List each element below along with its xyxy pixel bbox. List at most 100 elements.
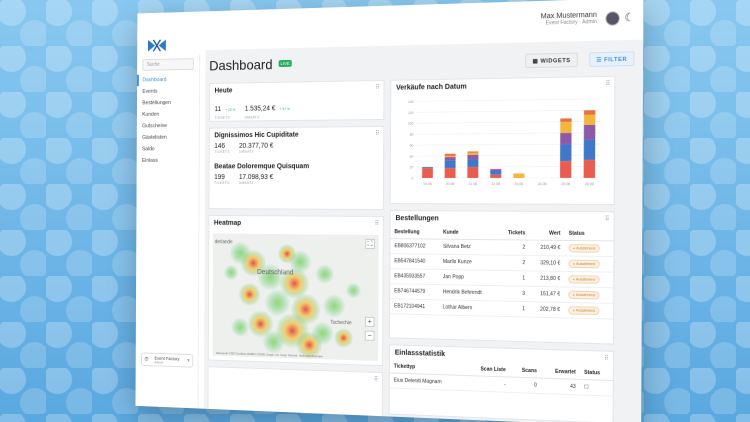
col-header[interactable]: Scans	[509, 364, 542, 379]
customer-name: Hendrik Behrendt	[438, 284, 498, 302]
bar-segment[interactable]	[560, 118, 572, 122]
tickettyp: Eius Deleniti Magnam	[389, 372, 466, 391]
zoom-out-button[interactable]: −	[364, 330, 375, 341]
fullscreen-icon[interactable]: ⛶	[365, 238, 375, 249]
order-id: EB746744579	[390, 283, 439, 300]
bar-segment[interactable]	[560, 132, 572, 145]
bar-segment[interactable]	[444, 160, 456, 169]
sidebar-item-bestellungen[interactable]: Bestellungen	[142, 100, 171, 107]
drag-handle-icon[interactable]: ⠿	[375, 84, 380, 92]
drag-handle-icon[interactable]: ⠿	[605, 81, 611, 88]
col-header[interactable]: Wert	[529, 227, 565, 241]
sidebar-item-gaestelisten[interactable]: Gästelisten	[142, 134, 167, 141]
heatmap-map[interactable]: derlande Deutschland Tschechie ⛶ + − Dat…	[212, 233, 379, 362]
y-tick-label: 80	[410, 133, 414, 137]
avatar[interactable]	[605, 10, 621, 26]
ticket-count: 2	[497, 239, 530, 256]
sidebar-item-events[interactable]: Events	[142, 88, 158, 95]
bar-segment[interactable]	[467, 154, 479, 160]
bar-segment[interactable]	[513, 173, 525, 178]
heat-spot	[230, 317, 250, 338]
entry-stats-table: Tickettyp Scan Liste Scans Erwartet Stat…	[389, 360, 613, 397]
drag-handle-icon[interactable]: ⠿	[604, 355, 609, 363]
bar-segment[interactable]	[444, 153, 456, 156]
status-checkbox[interactable]: ☐	[579, 379, 613, 397]
drag-handle-icon[interactable]: ⠿	[604, 216, 610, 223]
x-tick-label: 21.06	[468, 182, 477, 186]
bar-segment[interactable]	[490, 171, 502, 175]
sidebar-item-saldo[interactable]: Saldo	[142, 146, 155, 153]
drag-handle-icon[interactable]: ⠿	[373, 376, 379, 384]
y-tick-label: 140	[408, 100, 414, 104]
bar-segment[interactable]	[422, 167, 433, 169]
event-title: Beatae Doloremque Quisquam	[214, 163, 310, 171]
col-header[interactable]: Erwartet	[541, 365, 581, 380]
col-header[interactable]: Kunde	[439, 226, 498, 240]
status-badge: Ausstehend	[568, 244, 600, 253]
card-bestellungen: Bestellungen ⠿ Bestellung Kunde Tickets …	[389, 210, 615, 345]
sidebar-item-einlass[interactable]: Einlass	[142, 157, 158, 164]
col-header[interactable]: Status	[564, 227, 614, 241]
widgets-button[interactable]: ▦ WIDGETS	[525, 52, 578, 69]
app-window: Max Mustermann Event Factory · Admin ☾ S…	[135, 0, 644, 422]
organization-switcher[interactable]: ⌾ Event Factory Admin ▾	[141, 352, 194, 368]
ticket-count: 1	[497, 301, 530, 318]
bar-segment[interactable]	[583, 124, 596, 140]
bar-segment[interactable]	[467, 151, 479, 153]
dark-mode-moon-icon[interactable]: ☾	[624, 11, 635, 25]
customer-name: Jan Popp	[438, 269, 498, 286]
drag-handle-icon[interactable]: ⠿	[375, 130, 380, 138]
bar-segment[interactable]	[422, 168, 433, 178]
heat-spot	[264, 288, 291, 317]
bar-segment[interactable]	[444, 168, 456, 178]
sidebar: Suche Dashboard Events Bestellungen Kund…	[135, 54, 201, 409]
bar-segment[interactable]	[583, 159, 596, 178]
status-badge: Ausstehend	[568, 259, 600, 269]
zoom-in-button[interactable]: +	[364, 316, 375, 327]
bar-segment[interactable]	[467, 159, 479, 167]
order-status: Ausstehend	[564, 240, 614, 257]
heat-spot	[333, 327, 354, 349]
logo-icon[interactable]	[147, 39, 166, 52]
y-tick-label: 0	[411, 176, 413, 180]
heat-spot	[238, 282, 261, 307]
search-input[interactable]: Suche	[142, 58, 194, 71]
card-heute: Heute ⠿ 11 + 22 % TICKETS 1.535,24 € + 4…	[208, 79, 385, 122]
customer-name: Marlis Kunze	[438, 254, 498, 271]
bar-segment[interactable]	[559, 161, 572, 178]
bar-segment[interactable]	[444, 157, 456, 161]
bar-segment[interactable]	[467, 152, 479, 155]
event-tickets-caption: TICKETS	[214, 180, 230, 185]
y-tick-label: 120	[408, 111, 414, 115]
order-status: Ausstehend	[564, 255, 614, 273]
col-header[interactable]: Bestellung	[390, 226, 440, 240]
col-header[interactable]: Status	[579, 366, 613, 381]
event-title: Dignissimos Hic Cupiditate	[214, 131, 299, 140]
filter-button[interactable]: ☰ FILTER	[588, 51, 635, 67]
bar-segment[interactable]	[583, 110, 596, 115]
scans: 0	[509, 377, 542, 394]
filter-label: FILTER	[604, 56, 628, 64]
order-id: EB806377102	[390, 238, 440, 255]
event-tickets: 199	[214, 174, 225, 181]
bar-segment[interactable]	[490, 174, 502, 178]
sidebar-item-gutscheine[interactable]: Gutscheine	[142, 123, 168, 130]
bar-segment[interactable]	[490, 169, 502, 172]
bar-segment[interactable]	[467, 166, 479, 178]
sidebar-item-kunden[interactable]: Kunden	[142, 111, 160, 118]
x-tick-label: 20.06	[446, 182, 455, 186]
bar-segment[interactable]	[583, 139, 596, 160]
bar-segment[interactable]	[444, 155, 456, 158]
gridline	[417, 121, 602, 123]
bar-segment[interactable]	[560, 144, 572, 162]
bar-segment[interactable]	[583, 114, 596, 126]
title-row: Dashboard LIVE ▦ WIDGETS ☰ FILTER	[209, 48, 639, 79]
y-tick-label: 40	[410, 155, 414, 159]
bar-segment[interactable]	[560, 121, 572, 134]
scan-liste: -	[464, 375, 510, 393]
drag-handle-icon[interactable]: ⠿	[374, 220, 379, 228]
user-info[interactable]: Max Mustermann Event Factory · Admin	[541, 12, 597, 27]
user-role: Event Factory · Admin	[545, 18, 597, 27]
col-header[interactable]: Tickets	[497, 226, 530, 241]
